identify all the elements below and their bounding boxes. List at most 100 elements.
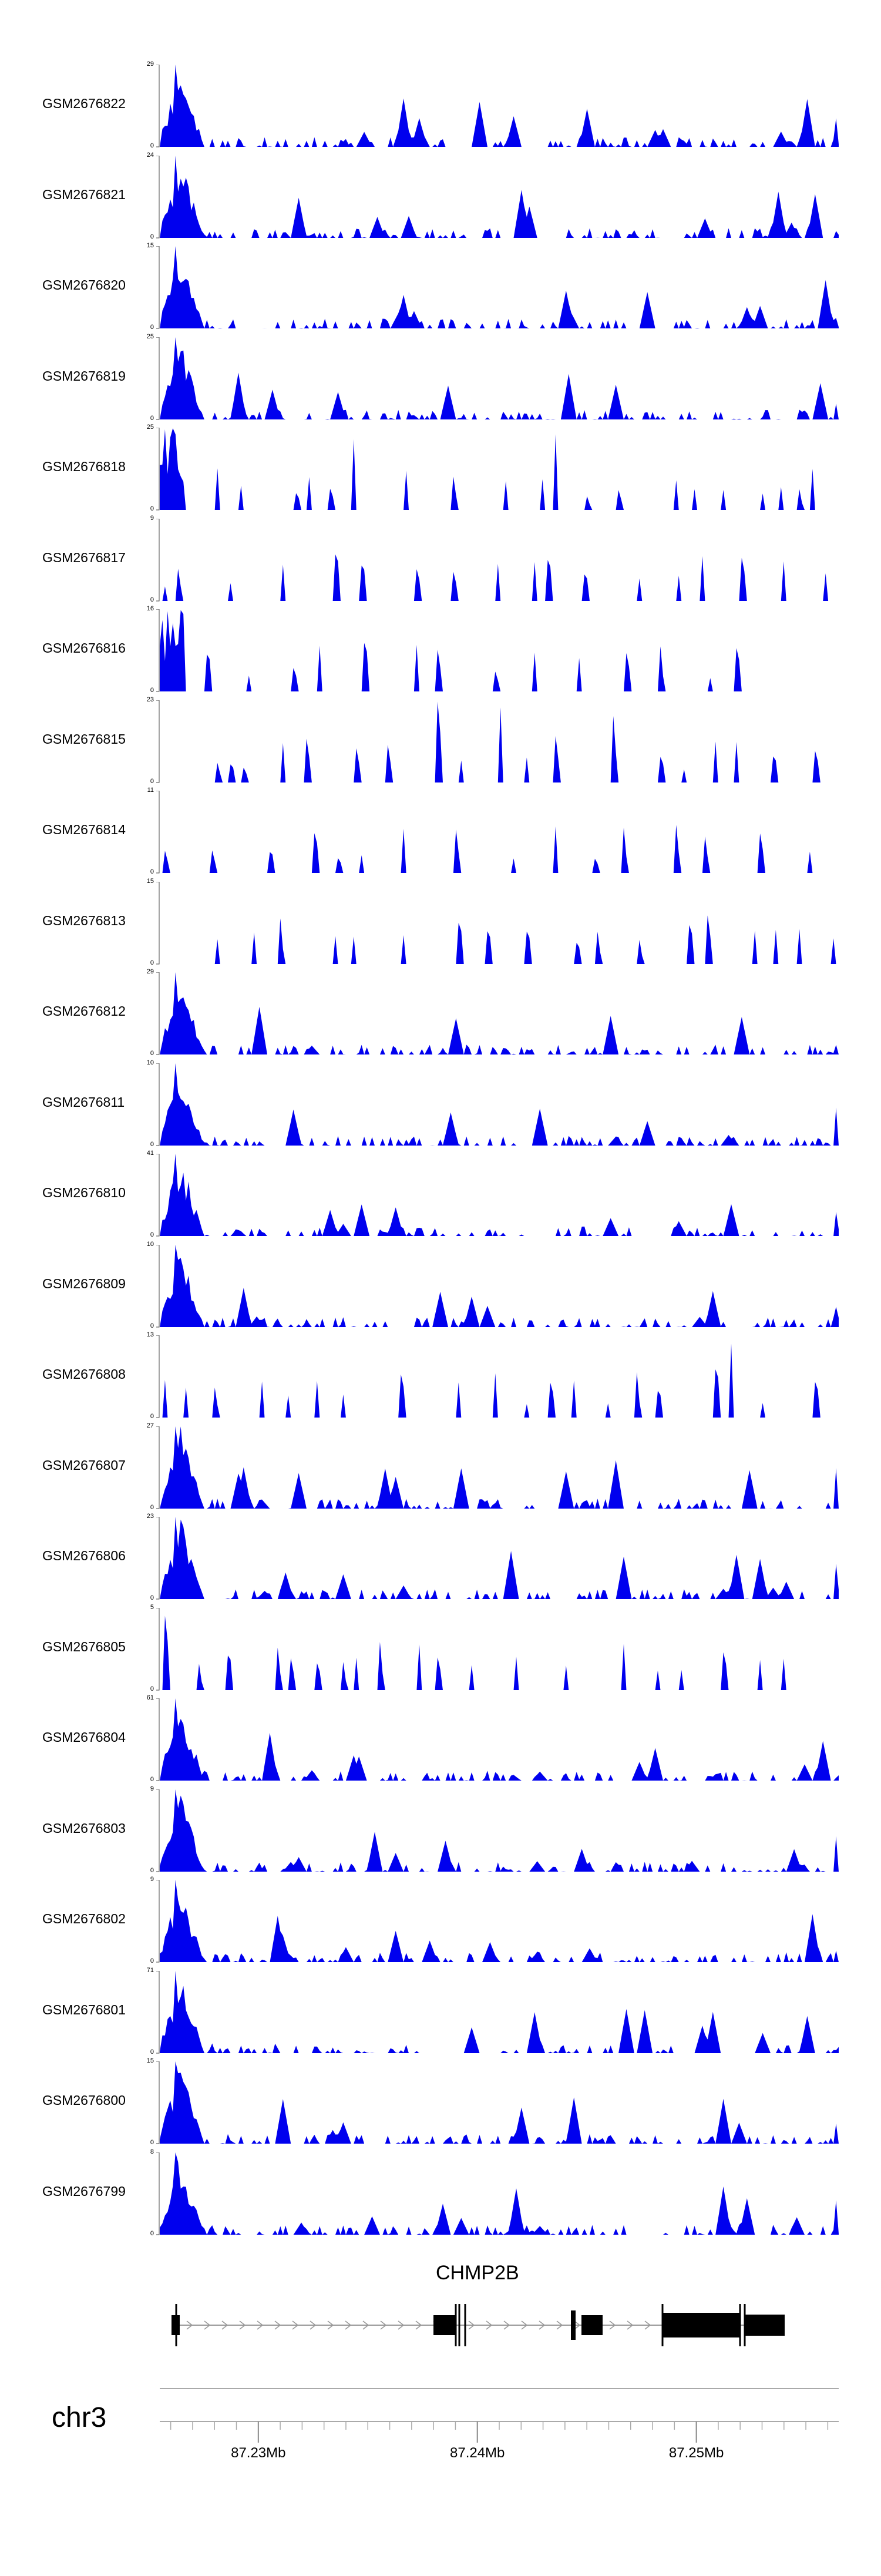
track-label: GSM2676804 [42,1729,126,1745]
track-y-axis [156,2152,160,2235]
track-label: GSM2676807 [42,1457,126,1473]
coverage-track [156,2152,839,2235]
coverage-area [160,1698,839,1781]
strand-chevron [204,2320,211,2330]
track-label: GSM2676821 [42,186,126,202]
strand-chevron [186,2320,193,2330]
track-label: GSM2676812 [42,1003,126,1019]
track-label: GSM2676818 [42,459,126,475]
coverage-track [156,700,839,782]
coverage-area [160,1426,839,1509]
track-label: GSM2676815 [42,731,126,747]
track-ymax-label: 8 [150,2148,154,2155]
track-ymin-label: 0 [150,1776,154,1783]
track-y-axis [156,791,160,874]
track-y-axis [156,1880,160,1963]
track-y-axis [156,518,160,601]
track-ymin-label: 0 [150,2048,154,2056]
strand-chevron [609,2320,616,2330]
coverage-area [160,972,839,1054]
track-y-axis [156,1335,160,1418]
track-ymin-label: 0 [150,1594,154,1601]
track-label: GSM2676811 [42,1094,125,1110]
exon-block [745,2315,785,2336]
track-y-axis [156,65,160,147]
track-label: GSM2676800 [42,2093,126,2108]
coverage-track [156,1698,839,1781]
coverage-track [156,2061,839,2144]
coverage-track [156,1517,839,1600]
gene-annotation-panel: CHMP2B [0,2256,881,2573]
track-ymin-label: 0 [150,2139,154,2146]
coverage-track [156,1880,839,1963]
track-ymax-label: 27 [146,1422,154,1429]
track-ymin-label: 0 [150,1413,154,1420]
track-y-axis [156,1063,160,1146]
strand-chevron [327,2320,334,2330]
coverage-track [156,881,839,964]
track-label: GSM2676803 [42,1820,126,1836]
strand-chevron [221,2320,228,2330]
track-y-axis [156,609,160,692]
track-ymin-label: 0 [150,1140,154,1148]
coverage-track [156,428,839,511]
track-ymax-label: 9 [150,514,154,522]
coverage-area [160,1063,839,1146]
strand-chevron [503,2320,510,2330]
track-ymax-label: 29 [146,968,154,975]
track-label: GSM2676816 [42,640,126,656]
coverage-area [160,1789,839,1872]
strand-chevron [556,2320,563,2330]
track-ymax-label: 23 [146,1513,154,1520]
coverage-track [156,1154,839,1237]
strand-chevron [292,2320,299,2330]
coverage-track [156,246,839,329]
strand-chevron [362,2320,369,2330]
coverage-area [160,2152,839,2235]
strand-chevron [415,2320,422,2330]
track-ymin-label: 0 [150,1050,154,1057]
track-label: GSM2676802 [42,1911,126,1927]
strand-chevron [345,2320,352,2330]
track-y-axis [156,972,160,1055]
coverage-area [160,65,839,147]
track-ymin-label: 0 [150,959,154,966]
exon-block [433,2315,456,2335]
coverage-area [160,1517,839,1599]
track-ymax-label: 23 [146,696,154,703]
track-ymin-label: 0 [150,687,154,694]
track-ymax-label: 16 [146,605,154,612]
coverage-track [156,518,839,601]
gene-name-label: CHMP2B [436,2262,519,2284]
coverage-track [156,1335,839,1418]
coverage-area [160,1615,839,1690]
track-label: GSM2676806 [42,1548,126,1564]
track-label: GSM2676819 [42,368,126,384]
track-ymax-label: 10 [146,1059,154,1066]
track-ymin-label: 0 [150,233,154,240]
track-ymin-label: 0 [150,1866,154,1874]
strand-chevron [644,2320,651,2330]
coverage-area [160,915,839,964]
track-label: GSM2676805 [42,1638,126,1654]
strand-chevron [486,2320,493,2330]
track-ymax-label: 13 [146,1331,154,1338]
coverage-track [156,1244,839,1327]
track-ymin-label: 0 [150,868,154,875]
coverage-track [156,155,839,238]
track-label: GSM2676799 [42,2183,126,2199]
track-y-axis [156,1426,160,1509]
track-ymax-label: 24 [146,151,154,159]
coverage-area [160,1154,839,1236]
track-y-axis [156,700,160,782]
axis-tick-label: 87.25Mb [668,2445,724,2461]
track-label: GSM2676810 [42,1185,126,1201]
track-ymin-label: 0 [150,142,154,149]
coverage-area [160,1880,839,1962]
coverage-area [160,825,839,873]
track-ymax-label: 15 [146,2057,154,2064]
track-ymin-label: 0 [150,505,154,512]
track-ymax-label: 25 [146,424,154,431]
exon-block [581,2315,603,2335]
